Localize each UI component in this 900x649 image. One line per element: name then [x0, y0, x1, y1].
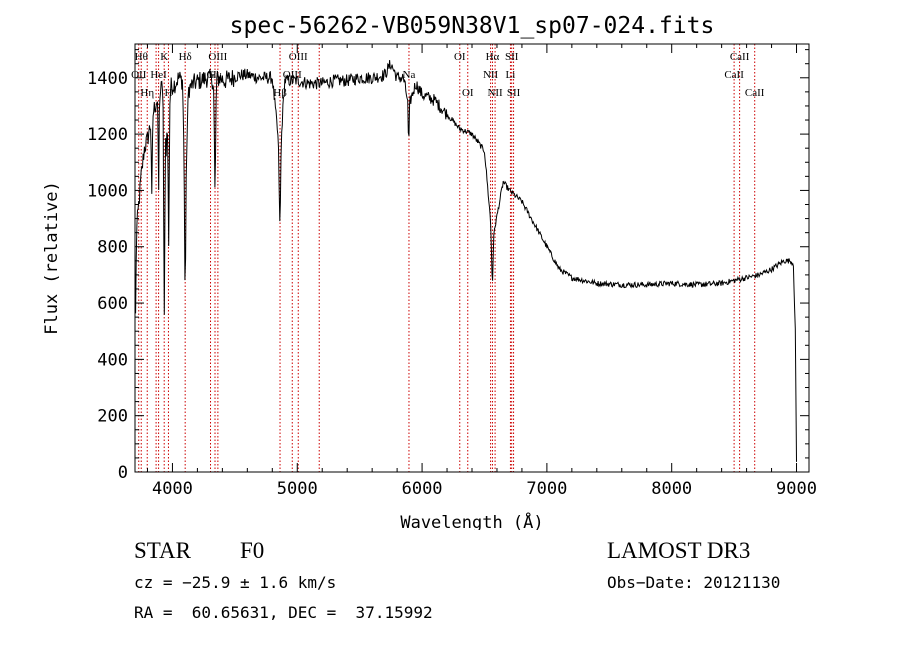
x-axis-label: Wavelength (Å) — [400, 511, 543, 530]
line-marker-label: Hα — [486, 51, 500, 63]
line-markers — [138, 44, 756, 472]
line-marker-label: OI — [462, 87, 474, 99]
line-marker-label: NII — [487, 87, 503, 99]
ra-dec-coordinates: RA = 60.65631, DEC = 37.15992 — [134, 603, 433, 622]
x-tick-label: 5000 — [277, 479, 318, 499]
y-tick-label: 1200 — [87, 125, 128, 145]
line-marker-label: CaII — [730, 51, 750, 63]
line-marker-label: NII — [483, 69, 499, 81]
line-marker-label: OI — [454, 51, 466, 63]
x-tick-label: 6000 — [402, 479, 443, 499]
y-tick-label: 1400 — [87, 69, 128, 89]
survey-name: LAMOST DR3 — [607, 538, 751, 563]
y-tick-label: 200 — [97, 407, 128, 427]
x-tick-label: 8000 — [651, 479, 692, 499]
line-marker-label: CaII — [745, 87, 765, 99]
line-marker-label: SII — [507, 87, 521, 99]
line-marker-label: K — [160, 51, 168, 63]
observation-date: Obs−Date: 20121130 — [607, 573, 781, 592]
y-axis-label: Flux (relative) — [42, 181, 62, 335]
y-tick-label: 0 — [118, 463, 128, 483]
line-marker-label: OIII — [208, 51, 227, 63]
line-marker-label: Hη — [140, 87, 154, 99]
chart-title: spec-56262-VB059N38V1_sp07-024.fits — [230, 13, 715, 39]
spectral-class: STAR — [134, 538, 191, 563]
spectrum-plot: spec-56262-VB059N38V1_sp07-024.fits OIIH… — [42, 13, 817, 533]
line-marker-label: H — [164, 87, 172, 99]
plot-frame — [134, 43, 810, 473]
line-marker-label: SII — [505, 51, 519, 63]
y-tick-label: 600 — [97, 294, 128, 314]
redshift-velocity: cz = −25.9 ± 1.6 km/s — [134, 573, 337, 592]
y-tick-label: 1000 — [87, 181, 128, 201]
axis-ticks: 4000 5000 6000 7000 8000 9000 0 200 400 600 800 100… — [87, 44, 817, 499]
y-tick-label: 400 — [97, 350, 128, 370]
line-marker-label: CaII — [724, 69, 744, 81]
line-marker-label: Na — [403, 69, 416, 81]
spectrum-series-line — [135, 60, 797, 462]
line-marker-label: OII — [131, 69, 147, 81]
x-tick-label: 4000 — [152, 479, 193, 499]
line-marker-label: HeI — [150, 69, 167, 81]
line-marker-label: Hβ — [273, 87, 287, 99]
line-marker-label: Hδ — [179, 51, 192, 63]
x-tick-label: 9000 — [776, 479, 817, 499]
spectral-subclass: F0 — [240, 538, 265, 563]
x-tick-label: 7000 — [526, 479, 567, 499]
line-marker-label: OIII — [289, 51, 308, 63]
line-marker-label: Hθ — [135, 51, 148, 63]
line-marker-label: Li — [506, 69, 516, 81]
y-tick-label: 800 — [97, 238, 128, 258]
